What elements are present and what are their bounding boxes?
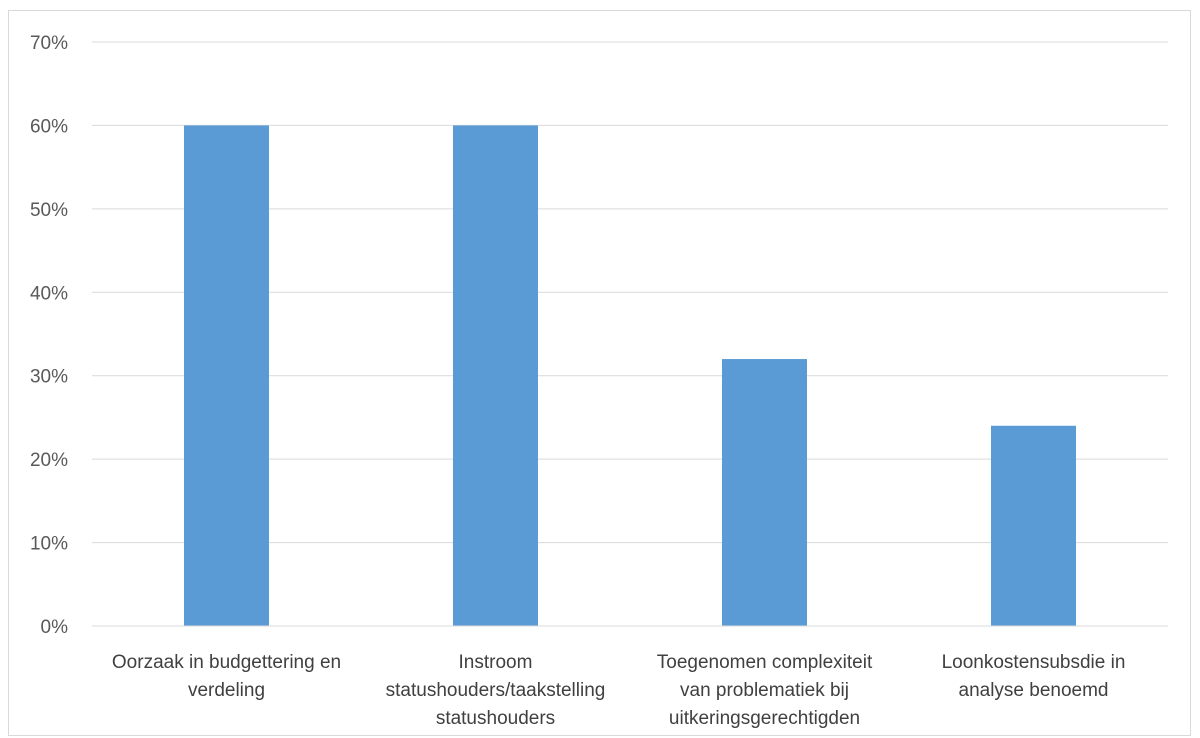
y-tick-label: 10%: [30, 534, 68, 555]
x-category-label-line: van problematiek bij: [680, 680, 849, 701]
bar: [453, 125, 538, 626]
x-category-label: Loonkostensubsdie in analyse benoemd: [942, 652, 1126, 701]
x-category-label: Instroom statushouders/taakstelling status…: [386, 652, 606, 729]
y-tick-label: 70%: [30, 33, 68, 54]
y-axis-tick-labels: 0% 10% 20% 30% 40% 50% 60% 70%: [30, 33, 68, 638]
bar: [184, 125, 269, 626]
x-category-label-line: Toegenomen complexiteit: [657, 652, 873, 673]
y-tick-label: 0%: [41, 617, 69, 638]
bar: [991, 425, 1076, 626]
x-category-label-line: verdeling: [188, 680, 265, 701]
x-category-label-line: analyse benoemd: [959, 680, 1109, 701]
y-tick-label: 20%: [30, 450, 68, 471]
x-category-label-line: Instroom: [459, 652, 533, 673]
y-tick-label: 30%: [30, 367, 68, 388]
x-category-label: Toegenomen complexiteit van problematiek …: [657, 652, 873, 729]
y-tick-label: 60%: [30, 116, 68, 137]
x-category-label-line: Loonkostensubsdie in: [942, 652, 1126, 673]
x-category-label-line: uitkeringsgerechtigden: [669, 708, 860, 729]
x-category-label: Oorzaak in budgettering en verdeling: [112, 652, 341, 701]
y-tick-label: 40%: [30, 283, 68, 304]
x-category-label-line: Oorzaak in budgettering en: [112, 652, 341, 673]
bar: [722, 359, 807, 626]
x-category-label-line: statushouders/taakstelling: [386, 680, 606, 701]
y-tick-label: 50%: [30, 200, 68, 221]
bars: [184, 125, 1076, 626]
x-category-label-line: statushouders: [436, 708, 555, 729]
x-axis-category-labels: Oorzaak in budgettering en verdeling Instr…: [112, 652, 1126, 729]
gridlines: [92, 41, 1168, 544]
